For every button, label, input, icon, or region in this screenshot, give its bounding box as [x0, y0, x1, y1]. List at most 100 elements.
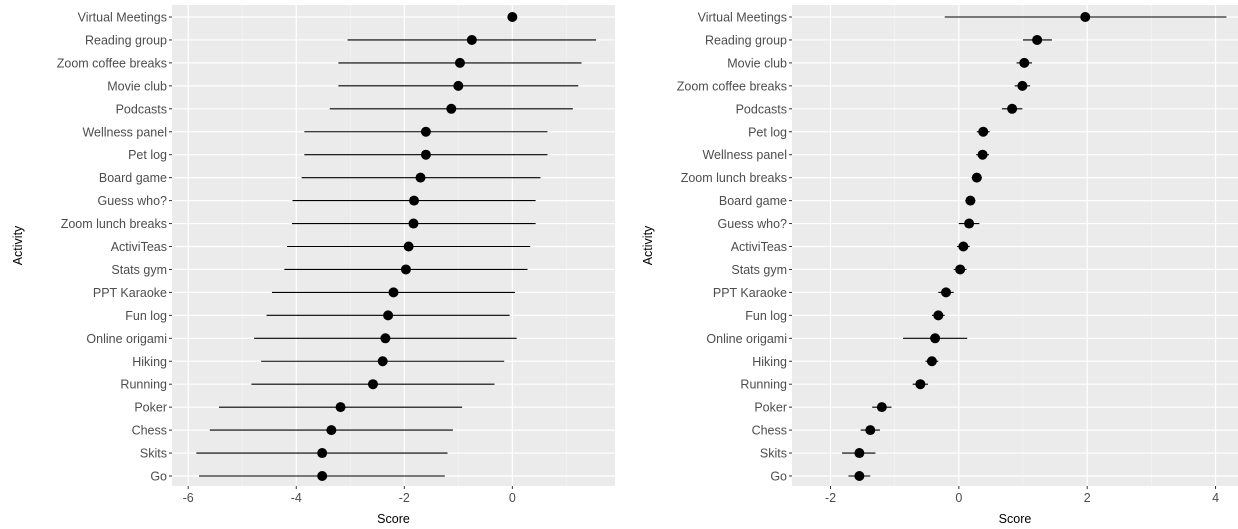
y-axis-title: Activity	[641, 225, 655, 265]
data-point	[1007, 103, 1018, 114]
data-point	[854, 471, 865, 481]
data-point	[965, 195, 976, 206]
x-axis-title: Score	[999, 512, 1032, 526]
y-tick-label: PPT Karaoke	[93, 286, 167, 300]
data-point	[415, 172, 426, 183]
data-point	[958, 241, 969, 252]
data-point	[1032, 34, 1043, 45]
data-point	[507, 12, 518, 22]
y-tick-label: Fun log	[745, 309, 787, 323]
y-tick-label: Movie club	[107, 79, 167, 93]
y-tick-label: Skits	[140, 447, 167, 461]
data-point	[317, 471, 328, 481]
data-point	[915, 379, 926, 390]
y-tick-label: Pet log	[748, 125, 787, 139]
y-tick-label: Movie club	[727, 56, 787, 70]
data-point	[420, 126, 431, 137]
y-tick-label: Board game	[719, 194, 787, 208]
data-point	[446, 103, 457, 114]
data-point	[377, 356, 388, 367]
y-tick-label: Zoom coffee breaks	[57, 56, 167, 70]
y-tick-label: Poker	[754, 401, 787, 415]
y-tick-label: Chess	[132, 424, 167, 438]
data-point	[367, 379, 378, 390]
x-tick-label: -2	[399, 491, 410, 505]
x-axis-title: Score	[377, 512, 410, 526]
y-tick-label: Virtual Meetings	[78, 11, 167, 25]
data-point	[317, 448, 328, 459]
y-tick-label: Wellness panel	[82, 125, 167, 139]
data-point	[955, 264, 966, 275]
y-tick-label: Board game	[99, 171, 167, 185]
y-tick-label: Podcasts	[116, 102, 167, 116]
data-point	[1080, 12, 1091, 22]
data-point	[408, 218, 419, 229]
y-tick-label: Zoom lunch breaks	[61, 217, 167, 231]
y-tick-label: Skits	[760, 447, 787, 461]
y-tick-label: Running	[120, 378, 167, 392]
data-point	[335, 402, 346, 413]
data-point	[876, 402, 887, 413]
data-point	[978, 126, 989, 137]
data-point	[420, 149, 431, 160]
data-point	[383, 310, 394, 321]
y-tick-label: Guess who?	[718, 217, 788, 231]
y-tick-label: Hiking	[132, 355, 167, 369]
y-tick-label: Fun log	[125, 309, 167, 323]
y-tick-label: Poker	[134, 401, 167, 415]
y-tick-label: Zoom lunch breaks	[681, 171, 787, 185]
data-point	[1019, 57, 1030, 68]
y-tick-label: Running	[740, 378, 787, 392]
data-point	[400, 264, 411, 275]
y-tick-label: Virtual Meetings	[698, 11, 787, 25]
y-tick-label: Online origami	[86, 332, 167, 346]
x-tick-label: 4	[1212, 491, 1219, 505]
x-tick-label: -4	[291, 491, 302, 505]
data-point	[930, 333, 941, 344]
x-tick-label: -2	[825, 491, 836, 505]
data-point	[454, 57, 465, 68]
data-point	[380, 333, 391, 344]
data-point	[971, 172, 982, 183]
data-point	[453, 80, 464, 91]
y-tick-label: Podcasts	[736, 102, 787, 116]
y-tick-label: ActiviTeas	[111, 240, 167, 254]
data-point	[466, 34, 477, 45]
data-point	[326, 425, 337, 436]
data-point	[1017, 80, 1028, 91]
x-tick-label: 2	[1084, 491, 1091, 505]
y-tick-label: Stats gym	[731, 263, 787, 277]
data-point	[854, 448, 865, 459]
y-tick-label: Online origami	[706, 332, 787, 346]
y-tick-label: Reading group	[85, 33, 167, 47]
y-tick-label: PPT Karaoke	[713, 286, 787, 300]
data-point	[388, 287, 399, 298]
y-tick-label: Reading group	[705, 33, 787, 47]
y-tick-label: Hiking	[752, 355, 787, 369]
data-point	[964, 218, 975, 229]
x-tick-label: 0	[509, 491, 516, 505]
data-point	[977, 149, 988, 160]
y-tick-label: Go	[150, 470, 167, 484]
data-point	[865, 425, 876, 436]
y-tick-label: ActiviTeas	[731, 240, 787, 254]
y-tick-label: Stats gym	[111, 263, 167, 277]
data-point	[926, 356, 937, 367]
y-axis-title: Activity	[11, 225, 25, 265]
y-tick-label: Pet log	[128, 148, 167, 162]
y-tick-label: Go	[770, 470, 787, 484]
y-tick-label: Zoom coffee breaks	[677, 79, 787, 93]
data-point	[941, 287, 952, 298]
chart-right-panel: Virtual Meetings Reading group Movie club Z…	[641, 5, 1238, 526]
data-point	[403, 241, 414, 252]
x-tick-label: -6	[183, 491, 194, 505]
y-tick-label: Guess who?	[98, 194, 168, 208]
x-tick-label: 0	[955, 491, 962, 505]
plot-panel-background	[172, 5, 615, 486]
plot-panel-background	[792, 5, 1238, 486]
y-tick-label: Wellness panel	[702, 148, 787, 162]
data-point	[409, 195, 420, 206]
y-tick-label: Chess	[752, 424, 787, 438]
chart-left-panel: Virtual Meetings Reading group Zoom coffee…	[11, 5, 615, 526]
